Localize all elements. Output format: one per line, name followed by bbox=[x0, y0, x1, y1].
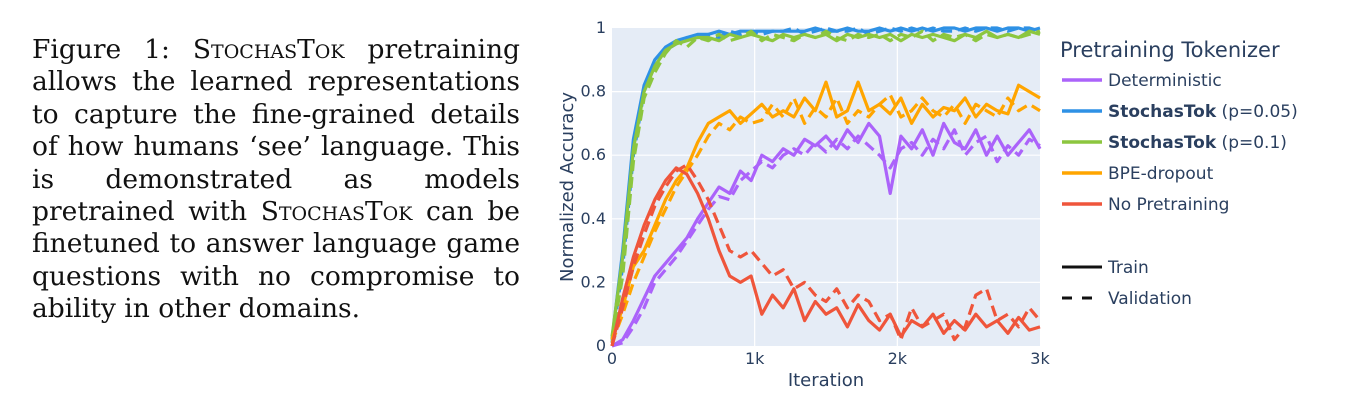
caption-method-name: StochasTok bbox=[192, 34, 345, 65]
legend-style-solid[interactable]: Train bbox=[1062, 258, 1149, 278]
legend-label: StochasTok (p=0.05) bbox=[1108, 102, 1298, 122]
caption-text-part1: pretraining allows the learned represent… bbox=[32, 34, 520, 228]
line-chart: 0 1k 2k 3k 0 0.2 0.4 0.6 0.8 1 Iteration Normaliz… bbox=[557, 18, 1298, 391]
x-axis-label: Iteration bbox=[788, 370, 864, 391]
y-tick-label: 1 bbox=[596, 18, 606, 37]
series-line-deterministic-validation bbox=[611, 128, 1041, 348]
legend-style-label: Train bbox=[1107, 258, 1149, 278]
x-tick-label: 3k bbox=[1030, 349, 1050, 368]
legend-style-label: Validation bbox=[1108, 289, 1192, 309]
x-tick-label: 0 bbox=[607, 349, 617, 368]
legend-label: Deterministic bbox=[1108, 71, 1222, 91]
series-line-no_pretraining-validation bbox=[610, 163, 1042, 347]
series-line-deterministic-train bbox=[611, 121, 1042, 348]
figure-caption: Figure 1: StochasTok pretraining allows … bbox=[32, 34, 520, 326]
x-tick-label: 1k bbox=[745, 349, 765, 368]
y-tick-label: 0.2 bbox=[581, 272, 606, 291]
series-line-stochastok_01-validation bbox=[610, 29, 1041, 340]
series-lines bbox=[610, 26, 1042, 348]
y-tick-label: 0.6 bbox=[581, 145, 606, 164]
series-line-bpe_dropout-validation bbox=[610, 93, 1041, 344]
legend-style-dash[interactable]: Validation bbox=[1062, 289, 1192, 309]
axis-ticks: 0 1k 2k 3k 0 0.2 0.4 0.6 0.8 1 bbox=[581, 18, 1051, 368]
legend-item-no_pretraining[interactable]: No Pretraining bbox=[1062, 195, 1229, 215]
figure-chart: 0 1k 2k 3k 0 0.2 0.4 0.6 0.8 1 Iteration Normaliz… bbox=[540, 0, 1360, 400]
series-line-no_pretraining-train bbox=[610, 166, 1041, 347]
y-tick-label: 0.8 bbox=[581, 82, 606, 101]
legend-item-stochastok_01[interactable]: StochasTok (p=0.1) bbox=[1062, 133, 1287, 153]
legend[interactable]: Pretraining Tokenizer Deterministic Stoch… bbox=[1060, 38, 1298, 309]
legend-item-deterministic[interactable]: Deterministic bbox=[1062, 71, 1222, 91]
caption-method-name-2: StochasTok bbox=[260, 196, 413, 228]
y-tick-label: 0.4 bbox=[581, 209, 606, 228]
x-tick-label: 2k bbox=[888, 349, 908, 368]
caption-text-part2: can be finetuned to answer language game… bbox=[32, 196, 520, 325]
series-line-stochastok_01-train bbox=[610, 29, 1041, 337]
legend-item-bpe_dropout[interactable]: BPE-dropout bbox=[1062, 164, 1214, 184]
y-axis-label: Normalized Accuracy bbox=[557, 92, 578, 282]
legend-label: No Pretraining bbox=[1108, 195, 1229, 215]
legend-item-stochastok_005[interactable]: StochasTok (p=0.05) bbox=[1062, 102, 1298, 122]
legend-label: BPE-dropout bbox=[1108, 164, 1214, 184]
legend-title: Pretraining Tokenizer bbox=[1060, 38, 1280, 62]
y-tick-label: 0 bbox=[596, 336, 606, 355]
legend-label: StochasTok (p=0.1) bbox=[1108, 133, 1287, 153]
caption-label: Figure 1: bbox=[32, 34, 170, 65]
